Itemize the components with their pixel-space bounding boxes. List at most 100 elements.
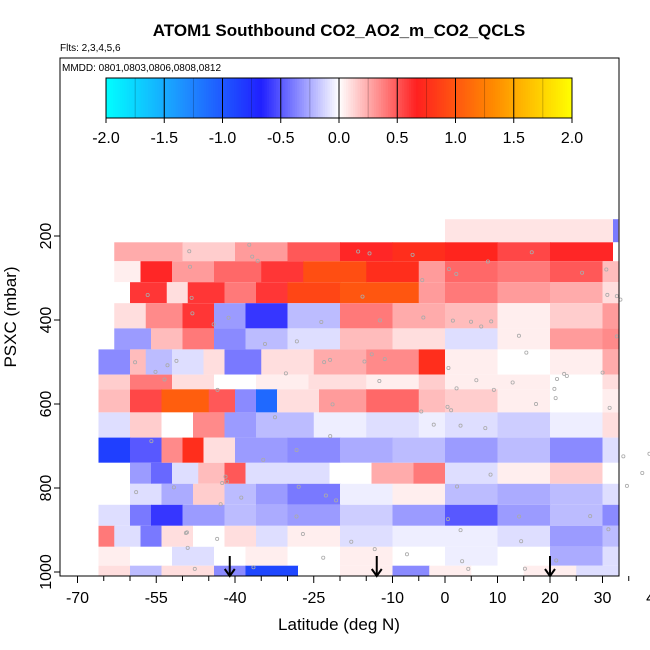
heatmap-cell — [224, 282, 257, 304]
colorbar-swatch — [119, 78, 123, 118]
colorbar-tick-label: 0.5 — [386, 130, 408, 147]
heatmap-cell — [98, 525, 115, 547]
heatmap-cell — [214, 374, 257, 390]
arrow-marker — [223, 556, 236, 578]
heatmap-cell — [445, 437, 499, 463]
x-tick-label: -10 — [381, 590, 404, 607]
colorbar-swatch — [516, 78, 519, 118]
obs-dot — [356, 249, 361, 254]
heatmap-cell — [366, 349, 420, 375]
colorbar-swatch — [432, 78, 436, 118]
obs-dot — [261, 457, 266, 462]
colorbar-tick-label: 2.0 — [561, 130, 583, 147]
heatmap-cell — [602, 349, 620, 375]
obs-dot — [360, 294, 365, 299]
obs-dot — [328, 434, 333, 439]
obs-dot — [187, 249, 192, 254]
x-tick-label: -40 — [223, 590, 246, 607]
colorbar-swatch — [369, 78, 373, 118]
colorbar-swatch — [299, 78, 303, 118]
heatmap-cell — [329, 462, 373, 484]
colorbar-swatch — [355, 78, 359, 118]
heatmap-cell — [429, 565, 472, 576]
heatmap-cell — [392, 242, 446, 262]
colorbar-swatch — [178, 78, 182, 118]
heatmap-cell — [340, 504, 394, 526]
colorbar-swatch — [448, 78, 452, 118]
colorbar-swatch — [471, 78, 475, 118]
colorbar-swatch — [467, 78, 470, 118]
colorbar-swatch — [182, 78, 186, 118]
heatmap-cell — [182, 303, 215, 329]
obs-dot — [431, 422, 436, 427]
heatmap-cell — [256, 525, 289, 547]
colorbar-swatch — [313, 78, 317, 118]
obs-dot — [419, 409, 424, 414]
colorbar-swatch — [509, 78, 512, 118]
x-axis-label: Latitude (deg N) — [278, 615, 400, 634]
colorbar-swatch — [420, 78, 424, 118]
obs-dot — [554, 558, 559, 563]
colorbar-tick-label: 0.0 — [328, 130, 350, 147]
heatmap-cell — [497, 525, 551, 547]
heatmap-cell — [550, 525, 604, 547]
obs-dot — [552, 386, 557, 391]
observation-dots — [133, 242, 650, 571]
colorbar-swatch — [259, 78, 263, 118]
heatmap-cell — [151, 328, 184, 350]
obs-dot — [421, 315, 426, 320]
heatmap-cell — [550, 389, 604, 413]
obs-dot — [220, 481, 225, 486]
colorbar-swatch — [157, 78, 161, 118]
obs-dot — [491, 387, 496, 392]
colorbar-swatch — [262, 78, 265, 118]
heatmap-cell — [340, 328, 394, 350]
heatmap-cell — [182, 504, 226, 526]
colorbar-swatch — [455, 78, 459, 118]
colorbar-swatch — [555, 78, 559, 118]
obs-dot — [294, 448, 299, 453]
obs-dot — [133, 360, 138, 365]
colorbar-swatch — [401, 78, 405, 118]
colorbar-swatch — [329, 78, 333, 118]
heatmap-cell — [245, 303, 289, 329]
obs-dot — [564, 374, 569, 379]
colorbar-swatch — [110, 78, 114, 118]
colorbar-swatch — [159, 78, 163, 118]
colorbar-swatch — [152, 78, 156, 118]
heatmap-cell — [298, 565, 341, 576]
obs-dot — [362, 359, 367, 364]
heatmap-cell — [497, 462, 551, 484]
colorbar-swatch — [439, 78, 443, 118]
colorbar-swatch — [364, 78, 368, 118]
heatmap-cell — [366, 389, 420, 413]
colorbar-swatch — [527, 78, 531, 118]
colorbar-swatch — [436, 78, 440, 118]
heatmap-cell — [550, 504, 604, 526]
heatmap-cell — [224, 349, 262, 375]
obs-dot — [190, 311, 195, 316]
obs-dot — [640, 470, 645, 475]
colorbar-swatch — [457, 78, 461, 118]
heatmap-cell — [256, 483, 289, 505]
heatmap-cell — [151, 504, 184, 526]
colorbar-swatch — [506, 78, 510, 118]
colorbar-swatch — [206, 78, 210, 118]
y-tick-label: 400 — [38, 307, 55, 334]
heatmap-cell — [550, 462, 604, 484]
x-tick-label: 10 — [489, 590, 507, 607]
colorbar-swatch — [518, 78, 522, 118]
colorbar-swatch — [115, 78, 119, 118]
heatmap-cell — [130, 374, 173, 390]
heatmap-cell — [445, 219, 614, 243]
colorbar-swatch — [446, 78, 450, 118]
colorbar-swatch — [469, 78, 473, 118]
obs-dot — [524, 350, 529, 355]
heatmap-cell — [287, 483, 341, 505]
heatmap-cell — [550, 546, 604, 566]
heatmap-cell — [98, 462, 131, 484]
heatmap-cell — [235, 437, 289, 463]
colorbar-swatch — [553, 78, 557, 118]
heatmap-cell — [497, 374, 551, 390]
colorbar-swatch — [280, 78, 284, 118]
